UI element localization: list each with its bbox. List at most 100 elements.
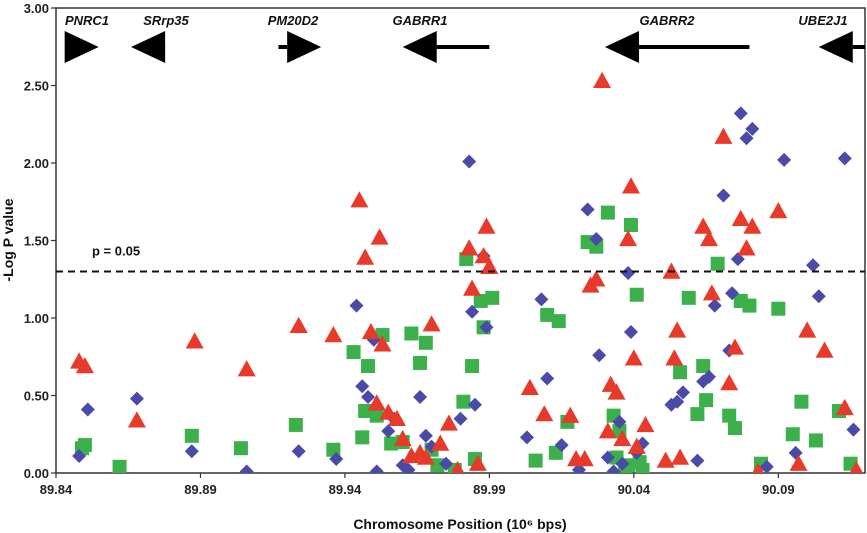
data-point-diamond xyxy=(716,188,731,203)
gene-pnrc1: PNRC1 xyxy=(64,13,109,63)
data-point-diamond xyxy=(349,298,364,313)
data-point-square xyxy=(794,394,809,409)
y-axis: 0.00 0.50 1.00 1.50 2.00 2.50 3.00 xyxy=(24,1,56,481)
data-point-diamond xyxy=(606,464,621,473)
x-tick-label: 89.99 xyxy=(473,482,506,497)
data-point-diamond xyxy=(571,462,586,473)
data-point-diamond xyxy=(413,390,428,405)
x-axis: 89.84 89.89 89.94 89.99 90.04 90.09 xyxy=(40,473,795,497)
data-point-square xyxy=(710,256,725,271)
data-point-triangle xyxy=(798,321,817,338)
data-point-diamond xyxy=(615,456,630,471)
data-point-diamond xyxy=(837,151,852,166)
data-point-triangle xyxy=(699,229,718,247)
data-point-triangle xyxy=(520,378,539,395)
data-point-square xyxy=(785,427,800,442)
data-point-triangle xyxy=(450,460,465,473)
data-point-diamond xyxy=(759,459,774,473)
data-point-triangle xyxy=(656,451,675,468)
data-point-triangle xyxy=(743,217,762,234)
data-point-diamond xyxy=(418,428,433,443)
data-point-triangle xyxy=(575,450,594,467)
data-point-square xyxy=(430,458,445,473)
data-point-diamond xyxy=(675,385,690,400)
y-tick-label: 1.00 xyxy=(24,311,49,326)
data-point-triangle xyxy=(477,217,496,234)
data-point-triangle xyxy=(387,409,406,426)
data-point-square xyxy=(722,408,737,423)
data-point-diamond xyxy=(361,390,376,405)
data-point-triangle xyxy=(379,403,398,420)
data-point-triangle xyxy=(598,422,617,439)
data-point-triangle xyxy=(665,349,684,366)
data-point-diamond xyxy=(462,154,477,169)
data-point-square xyxy=(288,417,303,432)
data-point-square xyxy=(600,205,615,220)
data-point-triangle xyxy=(587,270,606,287)
data-point-diamond xyxy=(72,448,87,463)
data-point-triangle xyxy=(356,248,375,265)
data-point-diamond xyxy=(184,444,199,459)
x-tick-label: 89.89 xyxy=(184,482,217,497)
data-point-triangle xyxy=(593,71,612,89)
y-tick-label: 1.50 xyxy=(24,234,49,249)
data-point-square xyxy=(589,239,604,254)
data-point-diamond xyxy=(623,324,638,339)
data-point-diamond xyxy=(465,304,480,319)
data-point-square xyxy=(540,307,555,322)
x-tick-label: 90.04 xyxy=(618,482,651,497)
data-point-triangle xyxy=(789,454,808,471)
data-point-diamond xyxy=(811,289,826,304)
data-point-triangle xyxy=(636,415,655,433)
gene-label: PNRC1 xyxy=(65,13,109,28)
data-point-square xyxy=(404,326,419,341)
data-point-triangle xyxy=(607,383,626,400)
y-axis-label: -Log P value xyxy=(0,198,16,281)
data-point-diamond xyxy=(580,202,595,217)
data-point-square xyxy=(233,441,248,456)
x-tick-label: 89.84 xyxy=(40,482,73,497)
y-tick-label: 2.50 xyxy=(24,79,49,94)
gene-gabrr1: GABRR1 xyxy=(393,13,490,63)
data-point-square xyxy=(629,287,644,302)
data-point-triangle xyxy=(621,177,640,194)
data-point-square xyxy=(184,428,199,443)
data-point-square xyxy=(681,290,696,305)
data-point-triangle xyxy=(714,127,733,144)
data-point-triangle xyxy=(702,284,721,301)
data-point-triangle xyxy=(624,349,643,366)
data-point-diamond xyxy=(621,266,636,281)
data-point-square xyxy=(358,404,373,418)
gene-track: PNRC1 SRrp35 PM20D2 GABRR1 GABRR2 UBE2J1 xyxy=(64,13,865,63)
data-point-triangle xyxy=(474,247,493,264)
data-point-diamond xyxy=(534,292,549,307)
data-point-diamond xyxy=(805,258,820,273)
data-point-diamond xyxy=(690,453,705,468)
data-point-square xyxy=(623,218,638,232)
data-point-square xyxy=(355,430,370,445)
data-point-triangle xyxy=(815,341,834,358)
data-point-triangle xyxy=(752,462,764,473)
data-point-triangle xyxy=(416,448,435,465)
data-point-triangle xyxy=(694,217,713,234)
data-point-diamond xyxy=(777,152,792,167)
data-point-square xyxy=(635,462,650,473)
data-point-square xyxy=(413,355,428,370)
gene-pm20d2: PM20D2 xyxy=(268,13,322,63)
data-point-square xyxy=(742,298,757,313)
y-tick-label: 3.00 xyxy=(24,1,49,16)
data-point-square xyxy=(473,293,488,308)
data-point-triangle xyxy=(671,448,690,465)
data-point-triangle xyxy=(237,360,256,377)
data-point-square xyxy=(418,335,433,350)
gene-label: GABRR1 xyxy=(393,13,448,28)
data-point-diamond xyxy=(600,450,615,465)
x-tick-label: 89.94 xyxy=(329,482,362,497)
data-point-square xyxy=(346,345,361,360)
data-point-square xyxy=(77,438,92,453)
gene-ube2j1: UBE2J1 xyxy=(798,13,865,63)
data-point-diamond xyxy=(707,298,722,313)
data-point-diamond xyxy=(725,286,740,301)
data-points xyxy=(70,71,864,473)
data-point-triangle xyxy=(737,239,756,256)
